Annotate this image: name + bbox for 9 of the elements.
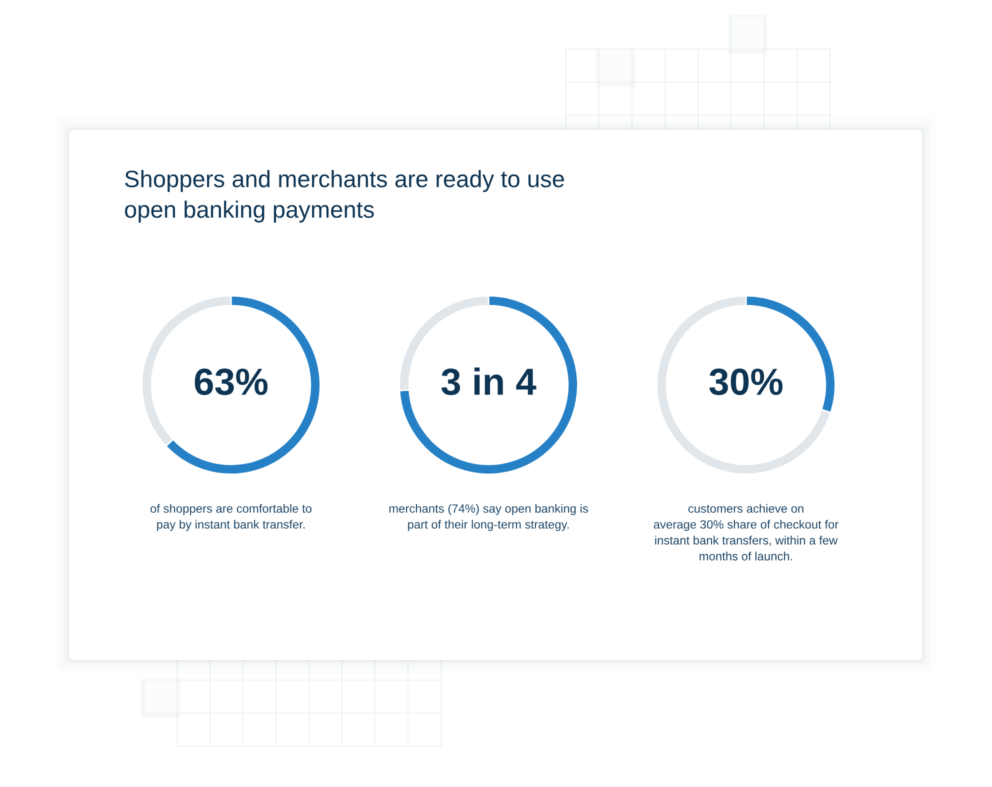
text: 63% [194, 368, 268, 396]
text: customers achieve on average 30% share of checkout for instant bank transfers, within a few months of launch. [654, 504, 838, 560]
chart-title: Shoppers and merchants are ready to use open banking payments [124, 170, 564, 223]
text: of shoppers are comfortable to pay by instant bank transfer. [150, 504, 312, 532]
donut-slice [656, 295, 832, 475]
text: 30% [709, 368, 783, 396]
donut-slice [398, 295, 578, 475]
text: merchants (74%) say open banking is part of their long-term strategy. [389, 504, 588, 532]
text: 3 in 4 [441, 368, 536, 396]
